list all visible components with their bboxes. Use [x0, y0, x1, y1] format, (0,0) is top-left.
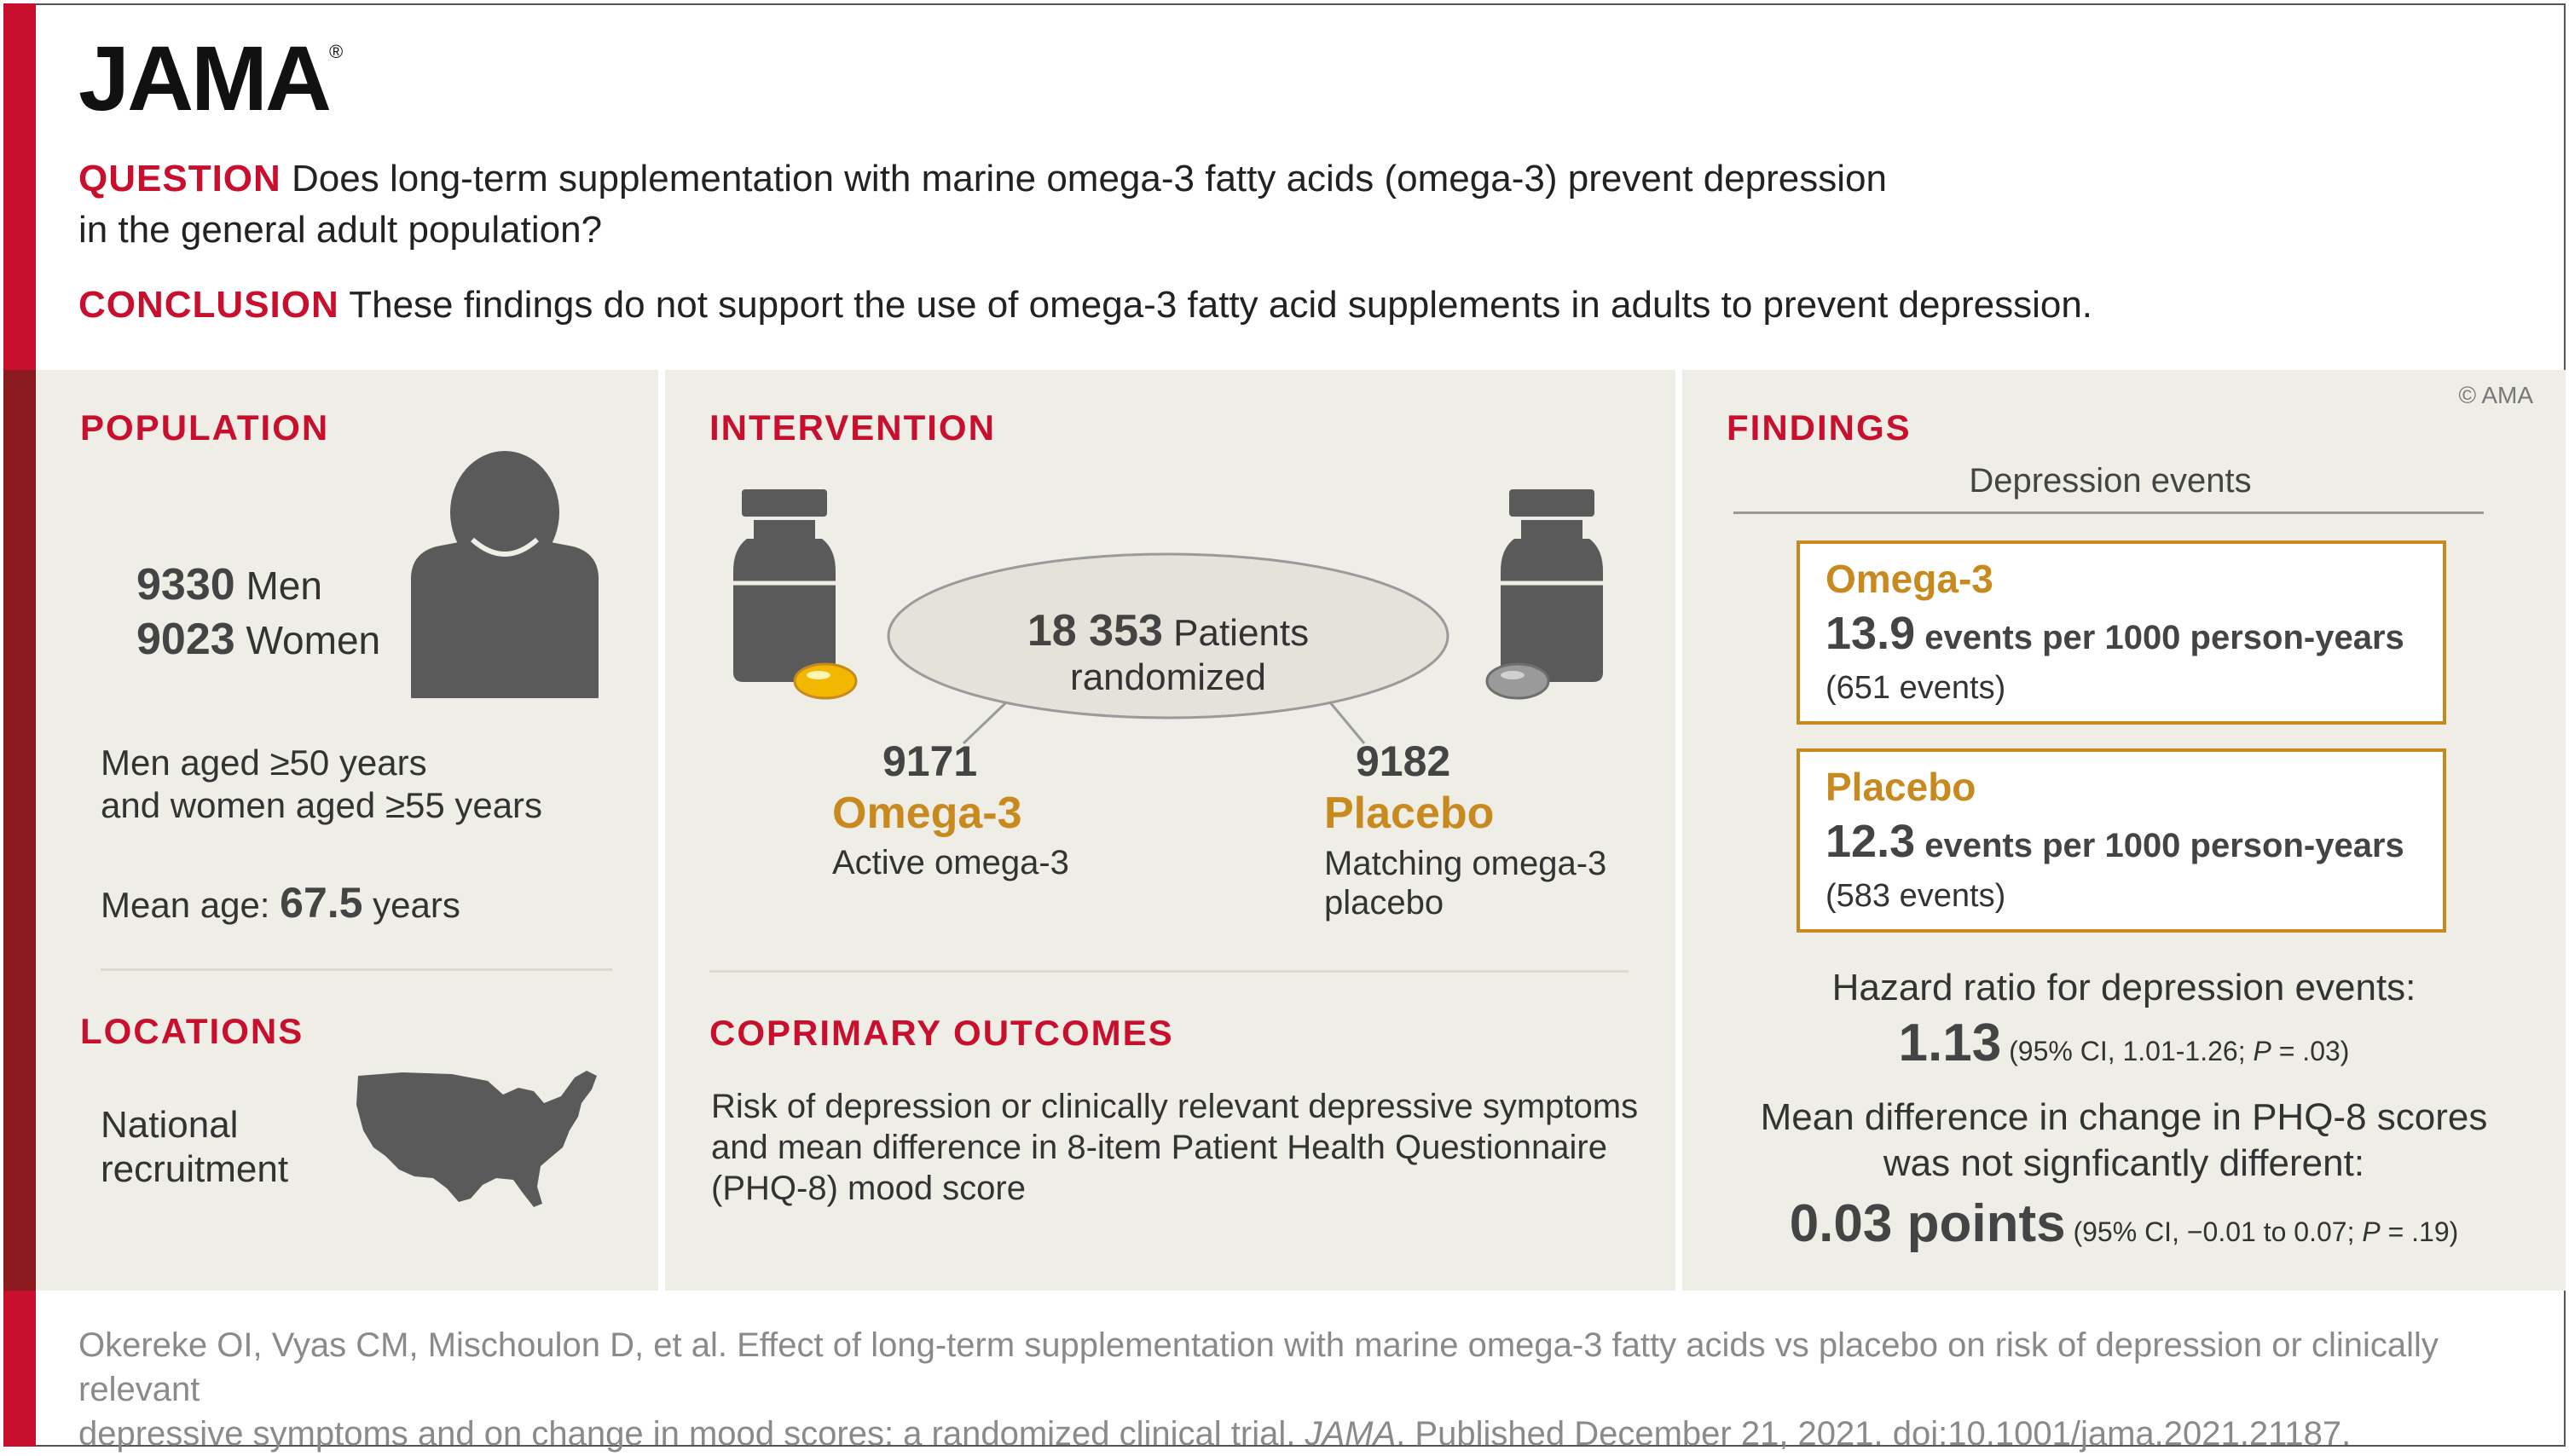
citation-line-2-prefix: depressive symptoms and on change in moo… — [78, 1415, 1305, 1453]
md-label: Mean difference in change in PHQ-8 score… — [1682, 1095, 2566, 1187]
omega3-rate-unit: events per 1000 person-years — [1924, 619, 2404, 656]
citation: Okereke OI, Vyas CM, Mischoulon D, et al… — [78, 1323, 2534, 1456]
omega3-events: (651 events) — [1825, 670, 2006, 706]
hr-label: Hazard ratio for depression events: — [1831, 967, 2416, 1008]
randomized: 18 353 Patients randomized — [942, 605, 1394, 699]
conclusion: CONCLUSION These findings do not support… — [78, 280, 2092, 331]
copyright: © AMA — [2458, 382, 2533, 408]
mean-age-unit: years — [373, 885, 460, 925]
locations-text: National recruitment — [101, 1103, 288, 1192]
men-count: 9330 — [136, 560, 235, 610]
md-line-1: Mean difference in change in PHQ-8 score… — [1760, 1096, 2488, 1138]
citation-line-1: Okereke OI, Vyas CM, Mischoulon D, et al… — [78, 1326, 2439, 1408]
conclusion-text: These findings do not support the use of… — [349, 284, 2093, 326]
outcomes-text: Risk of depression or clinically relevan… — [711, 1086, 1638, 1209]
citation-line-2: depressive symptoms and on change in moo… — [78, 1412, 2534, 1456]
divider — [101, 968, 612, 971]
hr-ci-suffix: = .03) — [2271, 1036, 2350, 1066]
women-count-line: 9023 Women — [136, 614, 380, 665]
mean-age: Mean age: 67.5 years — [101, 878, 460, 927]
intervention-heading: INTERVENTION — [709, 407, 996, 448]
outcomes-heading: COPRIMARY OUTCOMES — [709, 1013, 1174, 1053]
arm2-count: 9182 — [1356, 737, 1451, 785]
randomized-label: Patients randomized — [1070, 612, 1310, 698]
question-text-2: in the general adult population? — [78, 209, 603, 251]
hr-value: 1.13 — [1898, 1014, 2002, 1072]
arm2-name: Placebo — [1324, 789, 1495, 838]
locations-line-1: National — [101, 1104, 239, 1146]
findings-heading: FINDINGS — [1727, 407, 1912, 448]
men-count-line: 9330 Men — [136, 559, 322, 610]
arm1-desc: Active omega-3 — [832, 844, 1069, 881]
accent-bar-top — [3, 3, 36, 370]
placebo-rate: 12.3 — [1825, 816, 1916, 867]
intervention-panel: INTERVENTION 18 353 Patients randomized … — [665, 370, 1675, 1291]
registered-mark: ® — [329, 41, 344, 62]
arm2-desc-line-1: Matching omega-3 — [1324, 845, 1607, 882]
women-label: Women — [246, 618, 381, 662]
locations-line-2: recruitment — [101, 1148, 289, 1190]
population-heading: POPULATION — [80, 407, 330, 448]
randomization-diagram — [887, 552, 1449, 745]
md-ci-p: P — [2362, 1216, 2381, 1247]
person-icon — [411, 451, 599, 698]
question-text-1: Does long-term supplementation with mari… — [292, 158, 1887, 199]
divider — [709, 970, 1629, 973]
criteria: Men aged ≥50 years and women aged ≥55 yea… — [101, 742, 542, 827]
outcomes-line-1: Risk of depression or clinically relevan… — [711, 1088, 1639, 1125]
md-ci-suffix: = .19) — [2380, 1216, 2459, 1247]
arm2-desc: Matching omega-3 placebo — [1324, 844, 1606, 922]
subheading-rule — [1733, 511, 2484, 514]
arm1-count: 9171 — [882, 737, 978, 785]
placebo-result-box: Placebo 12.3 events per 1000 person-year… — [1797, 748, 2446, 933]
outcomes-line-2: and mean difference in 8-item Patient He… — [711, 1129, 1607, 1166]
criteria-line-1: Men aged ≥50 years — [101, 742, 427, 783]
md-line-2: was not signficantly different: — [1883, 1142, 2365, 1184]
placebo-events: (583 events) — [1825, 878, 2006, 914]
women-count: 9023 — [136, 615, 235, 664]
question-label: QUESTION — [78, 158, 281, 199]
randomized-count: 18 353 — [1027, 606, 1163, 656]
mean-age-label: Mean age: — [101, 885, 270, 925]
citation-journal: JAMA — [1305, 1415, 1397, 1453]
citation-line-2-suffix: . Published December 21, 2021. doi:10.10… — [1396, 1415, 2352, 1453]
md-ci-prefix: (95% CI, −0.01 to 0.07; — [2073, 1216, 2363, 1247]
jama-logo: JAMA® — [78, 32, 343, 124]
us-map-icon — [356, 1071, 597, 1207]
locations-heading: LOCATIONS — [80, 1011, 304, 1051]
accent-bar-middle — [3, 370, 36, 1291]
criteria-line-2: and women aged ≥55 years — [101, 785, 543, 825]
question-line-1: QUESTION Does long-term supplementation … — [78, 153, 1887, 205]
outcomes-line-3: (PHQ-8) mood score — [711, 1170, 1026, 1207]
hr-result: 1.13 (95% CI, 1.01-1.26; P = .03) — [1682, 1013, 2566, 1073]
placebo-result-name: Placebo — [1825, 765, 1976, 809]
omega3-result-name: Omega-3 — [1825, 557, 1993, 601]
omega3-rate-line: 13.9 events per 1000 person-years — [1825, 607, 2404, 660]
hr-ci-p: P — [2253, 1036, 2271, 1066]
findings-subheading: Depression events — [1969, 462, 2252, 500]
placebo-rate-line: 12.3 events per 1000 person-years — [1825, 815, 2404, 868]
conclusion-label: CONCLUSION — [78, 284, 339, 326]
arm1-name: Omega-3 — [832, 789, 1022, 838]
placebo-rate-unit: events per 1000 person-years — [1924, 827, 2404, 864]
placebo-bottle-icon — [1485, 489, 1603, 700]
hr-ci-prefix: (95% CI, 1.01-1.26; — [2009, 1036, 2254, 1066]
logo-text: JAMA — [78, 26, 332, 130]
md-value: 0.03 points — [1789, 1194, 2066, 1253]
arm2-desc-line-2: placebo — [1324, 884, 1444, 922]
omega3-rate: 13.9 — [1825, 608, 1916, 659]
men-label: Men — [246, 563, 322, 608]
omega3-result-box: Omega-3 13.9 events per 1000 person-year… — [1797, 540, 2446, 725]
omega3-bottle-icon — [733, 489, 858, 700]
population-panel: POPULATION 9330 Men 9023 Women Men aged … — [36, 370, 658, 1291]
findings-panel: FINDINGS Depression events Omega-3 13.9 … — [1682, 370, 2566, 1291]
mean-age-value: 67.5 — [280, 879, 363, 927]
accent-bar-bottom — [3, 1291, 36, 1447]
md-result: 0.03 points (95% CI, −0.01 to 0.07; P = … — [1682, 1193, 2566, 1254]
